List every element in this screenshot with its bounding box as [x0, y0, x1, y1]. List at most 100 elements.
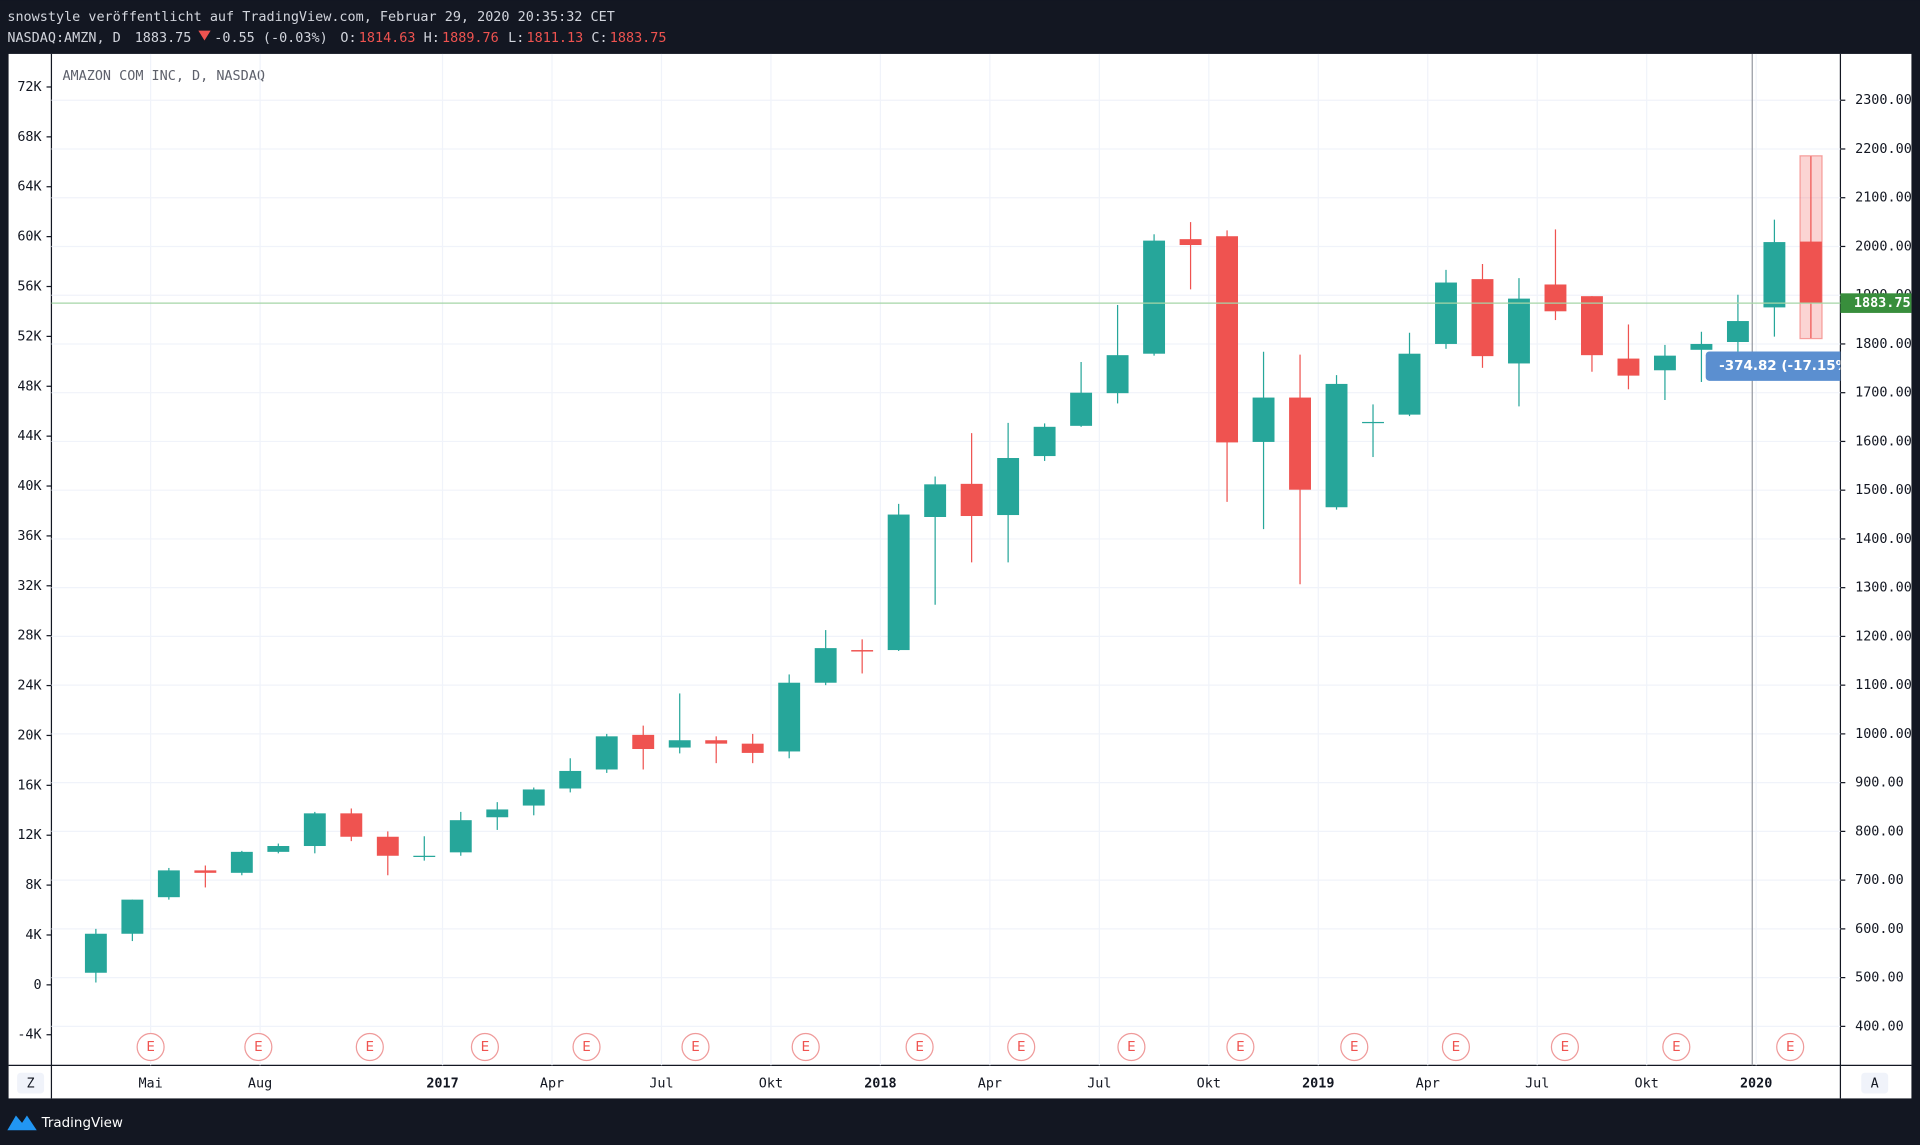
c-label: C: — [591, 31, 607, 46]
candle-body — [1362, 421, 1384, 424]
measure-box — [1799, 155, 1823, 340]
x-tick-label: Apr — [1416, 1077, 1440, 1092]
x-tick-label: 2020 — [1740, 1077, 1772, 1092]
earnings-label: E — [481, 1040, 490, 1055]
h-label: H: — [424, 31, 440, 46]
z-button[interactable] — [17, 1072, 45, 1094]
candle-body — [1033, 426, 1056, 457]
candle-body — [1070, 392, 1093, 426]
earnings-label: E — [254, 1040, 263, 1055]
y-tick-label: 1700.00 — [1855, 386, 1912, 401]
x-tick-label: Okt — [759, 1077, 783, 1092]
y-tick-label: 2000.00 — [1855, 239, 1912, 254]
candle-body — [1690, 343, 1713, 350]
y-tick-label: 1500.00 — [1855, 483, 1912, 498]
h-value: 1889.76 — [442, 31, 499, 46]
y-tick-label: 900.00 — [1855, 776, 1904, 791]
y2-tick-label: 24K — [17, 679, 42, 694]
c-value: 1883.75 — [610, 31, 667, 46]
y-tick-label: 2100.00 — [1855, 191, 1912, 206]
earnings-marker — [905, 1032, 934, 1062]
x-tick-label: Aug — [248, 1077, 272, 1092]
earnings-marker — [572, 1032, 601, 1062]
candle-body — [1398, 353, 1421, 415]
earnings-marker — [1550, 1032, 1579, 1062]
candle-body — [376, 836, 399, 856]
candle-body — [1179, 239, 1202, 246]
y-tick-label: 1600.00 — [1855, 434, 1912, 449]
y2-tick-label: 48K — [17, 379, 42, 394]
earnings-label: E — [582, 1040, 591, 1055]
earnings-label: E — [1672, 1040, 1681, 1055]
y2-tick-label: 52K — [17, 329, 42, 344]
earnings-marker — [1340, 1032, 1369, 1062]
a-button[interactable] — [1861, 1072, 1889, 1094]
earnings-marker — [681, 1032, 710, 1062]
earnings-marker — [791, 1032, 820, 1062]
earnings-label: E — [366, 1040, 375, 1055]
y2-tick-label: 44K — [17, 429, 42, 444]
y-tick-label: 2200.00 — [1855, 142, 1912, 157]
candle-body — [340, 813, 363, 837]
y2-tick-label: 8K — [25, 878, 42, 893]
candle-body — [1252, 397, 1275, 442]
brand: TradingView — [41, 1116, 123, 1131]
y-tick-label: 600.00 — [1855, 922, 1904, 937]
chart-title: AMAZON COM INC, D, NASDAQ — [62, 69, 265, 84]
earnings-label: E — [691, 1040, 700, 1055]
y-tick-label: 400.00 — [1855, 1019, 1904, 1034]
y-tick-label: 500.00 — [1855, 971, 1904, 986]
earnings-marker — [244, 1032, 273, 1062]
candle-body — [1216, 236, 1239, 443]
candle-body — [1508, 298, 1530, 364]
y-tick-label: 2300.00 — [1855, 93, 1912, 108]
measure-label: -374.82 (-17.15%) — [1719, 359, 1855, 374]
y2-tick-label: 72K — [17, 80, 42, 95]
candle-body — [668, 740, 691, 748]
earnings-label: E — [801, 1040, 810, 1055]
candle-body — [1106, 355, 1129, 394]
y2-tick-label: 0 — [34, 978, 42, 993]
measure-label-bg — [1705, 351, 1841, 381]
y2-tick-label: 20K — [17, 728, 42, 743]
x-tick-label: Okt — [1197, 1077, 1221, 1092]
publisher: snowstyle veröffentlicht auf TradingView… — [7, 10, 614, 25]
candle-body — [84, 933, 107, 973]
x-tick-label: 2017 — [426, 1077, 458, 1092]
y-tick-label: 1000.00 — [1855, 727, 1912, 742]
y2-tick-label: 68K — [17, 130, 42, 145]
candle-body — [449, 820, 472, 853]
earnings-label: E — [915, 1040, 924, 1055]
y-tick-label: 1100.00 — [1855, 678, 1912, 693]
l-label: L: — [508, 31, 524, 46]
candle-body — [303, 813, 326, 847]
earnings-marker — [136, 1032, 165, 1062]
y-tick-label: 700.00 — [1855, 873, 1904, 888]
y-tick-label: 1800.00 — [1855, 337, 1912, 352]
candle-body — [1471, 279, 1494, 357]
earnings-marker — [355, 1032, 384, 1062]
plot: -374.82 (-17.15%) — [51, 53, 1855, 1066]
candle-body — [157, 870, 180, 898]
change: -0.55 (-0.03%) — [214, 31, 327, 46]
earnings-label: E — [146, 1040, 155, 1055]
y-tick-label: 1400.00 — [1855, 532, 1912, 547]
y2-tick-label: 36K — [17, 529, 42, 544]
y2-tick-label: -4K — [17, 1028, 42, 1043]
candle-body — [1653, 355, 1676, 371]
earnings-marker — [470, 1032, 499, 1062]
o-label: O: — [340, 31, 356, 46]
y2-tick-label: 4K — [25, 928, 42, 943]
candle-body — [595, 736, 618, 770]
candle-body — [1763, 242, 1786, 308]
y-tick-label: 1200.00 — [1855, 629, 1912, 644]
o-value: 1814.63 — [359, 31, 416, 46]
candle-body — [1289, 397, 1311, 490]
x-tick-label: Jul — [1525, 1077, 1549, 1092]
candle-body — [413, 855, 436, 857]
y2-tick-label: 60K — [17, 230, 42, 245]
x-tick-label: Mai — [138, 1077, 162, 1092]
candle-body — [1617, 358, 1640, 376]
candle-body — [997, 458, 1020, 516]
